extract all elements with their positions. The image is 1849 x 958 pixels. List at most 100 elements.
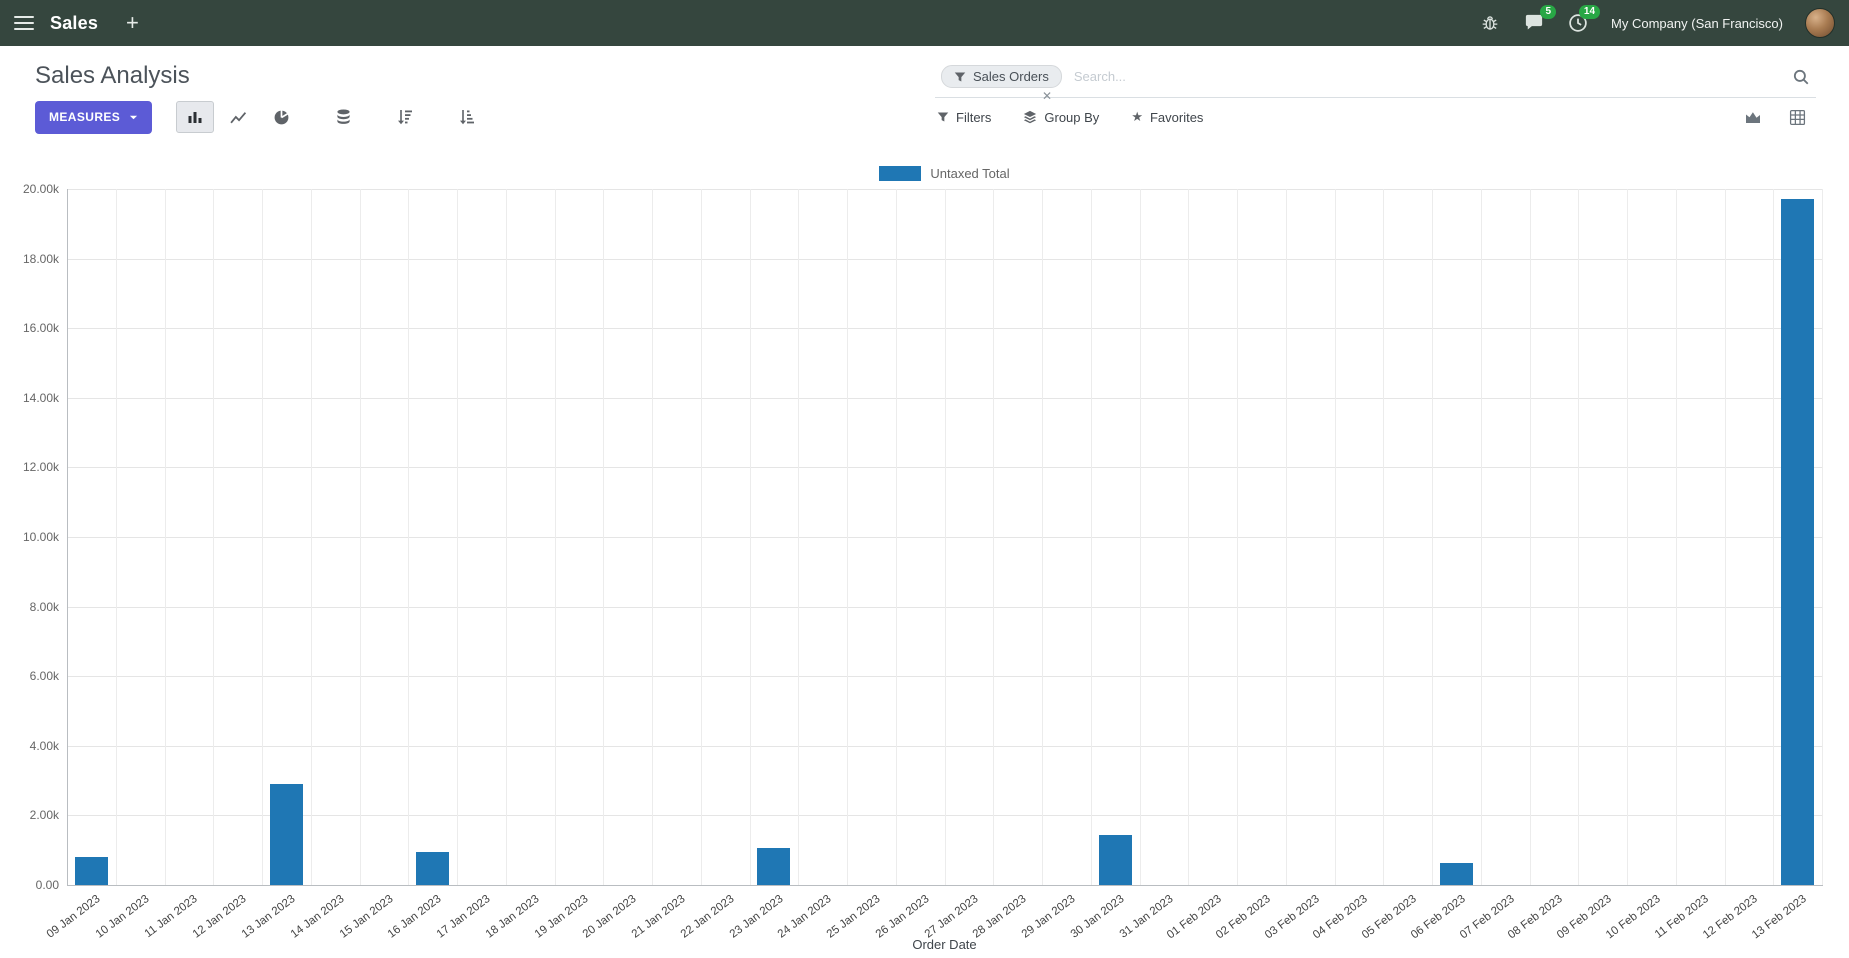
x-gridline [164,189,166,885]
x-axis-title: Order Date [912,937,977,952]
x-gridline [1042,189,1043,885]
control-panel: Sales Analysis Sales Orders ✕ MEASURES [0,46,1849,146]
app-name[interactable]: Sales [50,12,99,33]
legend-label: Untaxed Total [930,166,1010,181]
chart-legend[interactable]: Untaxed Total [67,166,1822,181]
x-gridline [1529,189,1531,885]
x-gridline [1578,189,1580,885]
apps-menu-icon[interactable] [14,16,34,30]
search-bar[interactable]: Sales Orders [935,62,1816,98]
y-axis-line [67,189,68,886]
y-axis-tick-label: 10.00k [22,530,59,544]
stacked-toggle-button[interactable] [324,101,362,133]
company-switcher[interactable]: My Company (San Francisco) [1611,15,1783,31]
x-gridline [115,189,117,885]
x-gridline [993,189,995,885]
x-gridline [1724,189,1726,885]
layers-icon [1024,110,1037,124]
x-gridline [1334,189,1336,885]
top-navbar: Sales + 5 14 My Compan [0,0,1849,46]
chart-bar[interactable] [416,851,450,885]
sort-ascending-button[interactable] [448,101,486,133]
y-axis-tick-label: 6.00k [29,669,59,684]
plus-icon[interactable]: + [126,10,139,35]
y-axis-tick-label: 14.00k [22,390,59,405]
search-icon[interactable] [1792,68,1810,86]
filters-menu-button[interactable]: Filters [937,110,991,125]
x-gridline [505,189,507,885]
x-gridline [944,189,946,885]
view-switcher [1734,100,1816,134]
x-gridline [652,189,653,885]
messages-icon[interactable]: 5 [1523,5,1557,34]
x-gridline [1237,189,1238,885]
search-input[interactable] [1073,69,1780,84]
x-gridline [1773,189,1775,885]
sort-desc-icon [398,110,413,125]
page-title: Sales Analysis [35,62,190,89]
x-gridline [603,189,605,885]
measures-button-label: MEASURES [49,110,121,124]
messages-count-badge: 5 [1540,5,1557,19]
pie-chart-button[interactable] [262,101,300,133]
sort-descending-button[interactable] [386,101,424,133]
measures-button[interactable]: MEASURES [35,100,153,134]
x-gridline [554,189,556,885]
x-gridline [359,189,361,885]
y-axis-tick-label: 0.00 [35,878,59,892]
bar-chart-button[interactable] [176,101,215,133]
y-axis-tick-label: 20.00k [22,182,59,196]
toolbar: MEASURES [35,100,1816,134]
x-axis-line [67,885,1823,886]
favorites-label: Favorites [1149,109,1204,125]
filter-funnel-icon [937,112,949,122]
chart-type-buttons [176,101,486,133]
graph-view-button[interactable] [1734,101,1772,133]
y-axis-tick-label: 2.00k [29,808,59,823]
group-by-menu-button[interactable]: Group By [1023,110,1099,125]
x-gridline [1090,189,1092,885]
stacked-database-icon [337,108,350,124]
pivot-view-button[interactable] [1778,101,1816,133]
line-chart-button[interactable] [219,101,257,133]
search-facet-sales-orders[interactable]: Sales Orders [941,65,1062,88]
star-icon: ★ [1131,109,1143,124]
activities-clock-icon[interactable]: 14 [1567,5,1601,34]
facet-remove-icon[interactable]: ✕ [1042,89,1053,103]
chart-bar[interactable] [1439,863,1473,885]
favorites-menu-button[interactable]: ★ Favorites [1131,109,1203,125]
x-gridline [262,189,263,885]
x-gridline [310,189,312,885]
x-gridline [700,189,702,885]
x-gridline [1675,189,1677,885]
x-gridline [1480,189,1482,885]
filter-funnel-icon [954,72,966,81]
legend-swatch[interactable] [879,166,922,181]
x-gridline [457,189,458,885]
chart-bar[interactable] [757,848,791,885]
x-gridline [408,189,410,885]
x-gridline [213,189,215,885]
chart-bar[interactable] [269,784,303,885]
chart-bar[interactable] [74,857,108,885]
group-by-label: Group By [1044,109,1100,125]
bar-chart-icon [188,112,202,123]
pivot-view-icon [1789,109,1805,125]
filters-label: Filters [956,109,992,125]
search-facet-label: Sales Orders [973,69,1049,84]
chart-bar[interactable] [1781,199,1815,885]
x-gridline [1285,189,1287,885]
plot-area: Order Date 0.00 2.00k 4.00k 6.00k 8.00k 10.00… [0,146,1849,958]
chart-bar[interactable] [1098,834,1132,885]
x-gridline [749,189,751,885]
y-axis-tick-label: 4.00k [29,738,59,753]
chart-section: Untaxed Total Order Date 0.00 2.00k 4.00k 6… [0,146,1849,958]
y-axis-tick-label: 8.00k [29,599,59,614]
bug-icon[interactable] [1479,12,1501,34]
x-gridline [798,189,800,885]
pie-chart-icon [274,109,289,124]
activities-count-badge: 14 [1578,5,1601,19]
x-gridline [1627,189,1628,885]
user-avatar[interactable] [1805,8,1835,38]
